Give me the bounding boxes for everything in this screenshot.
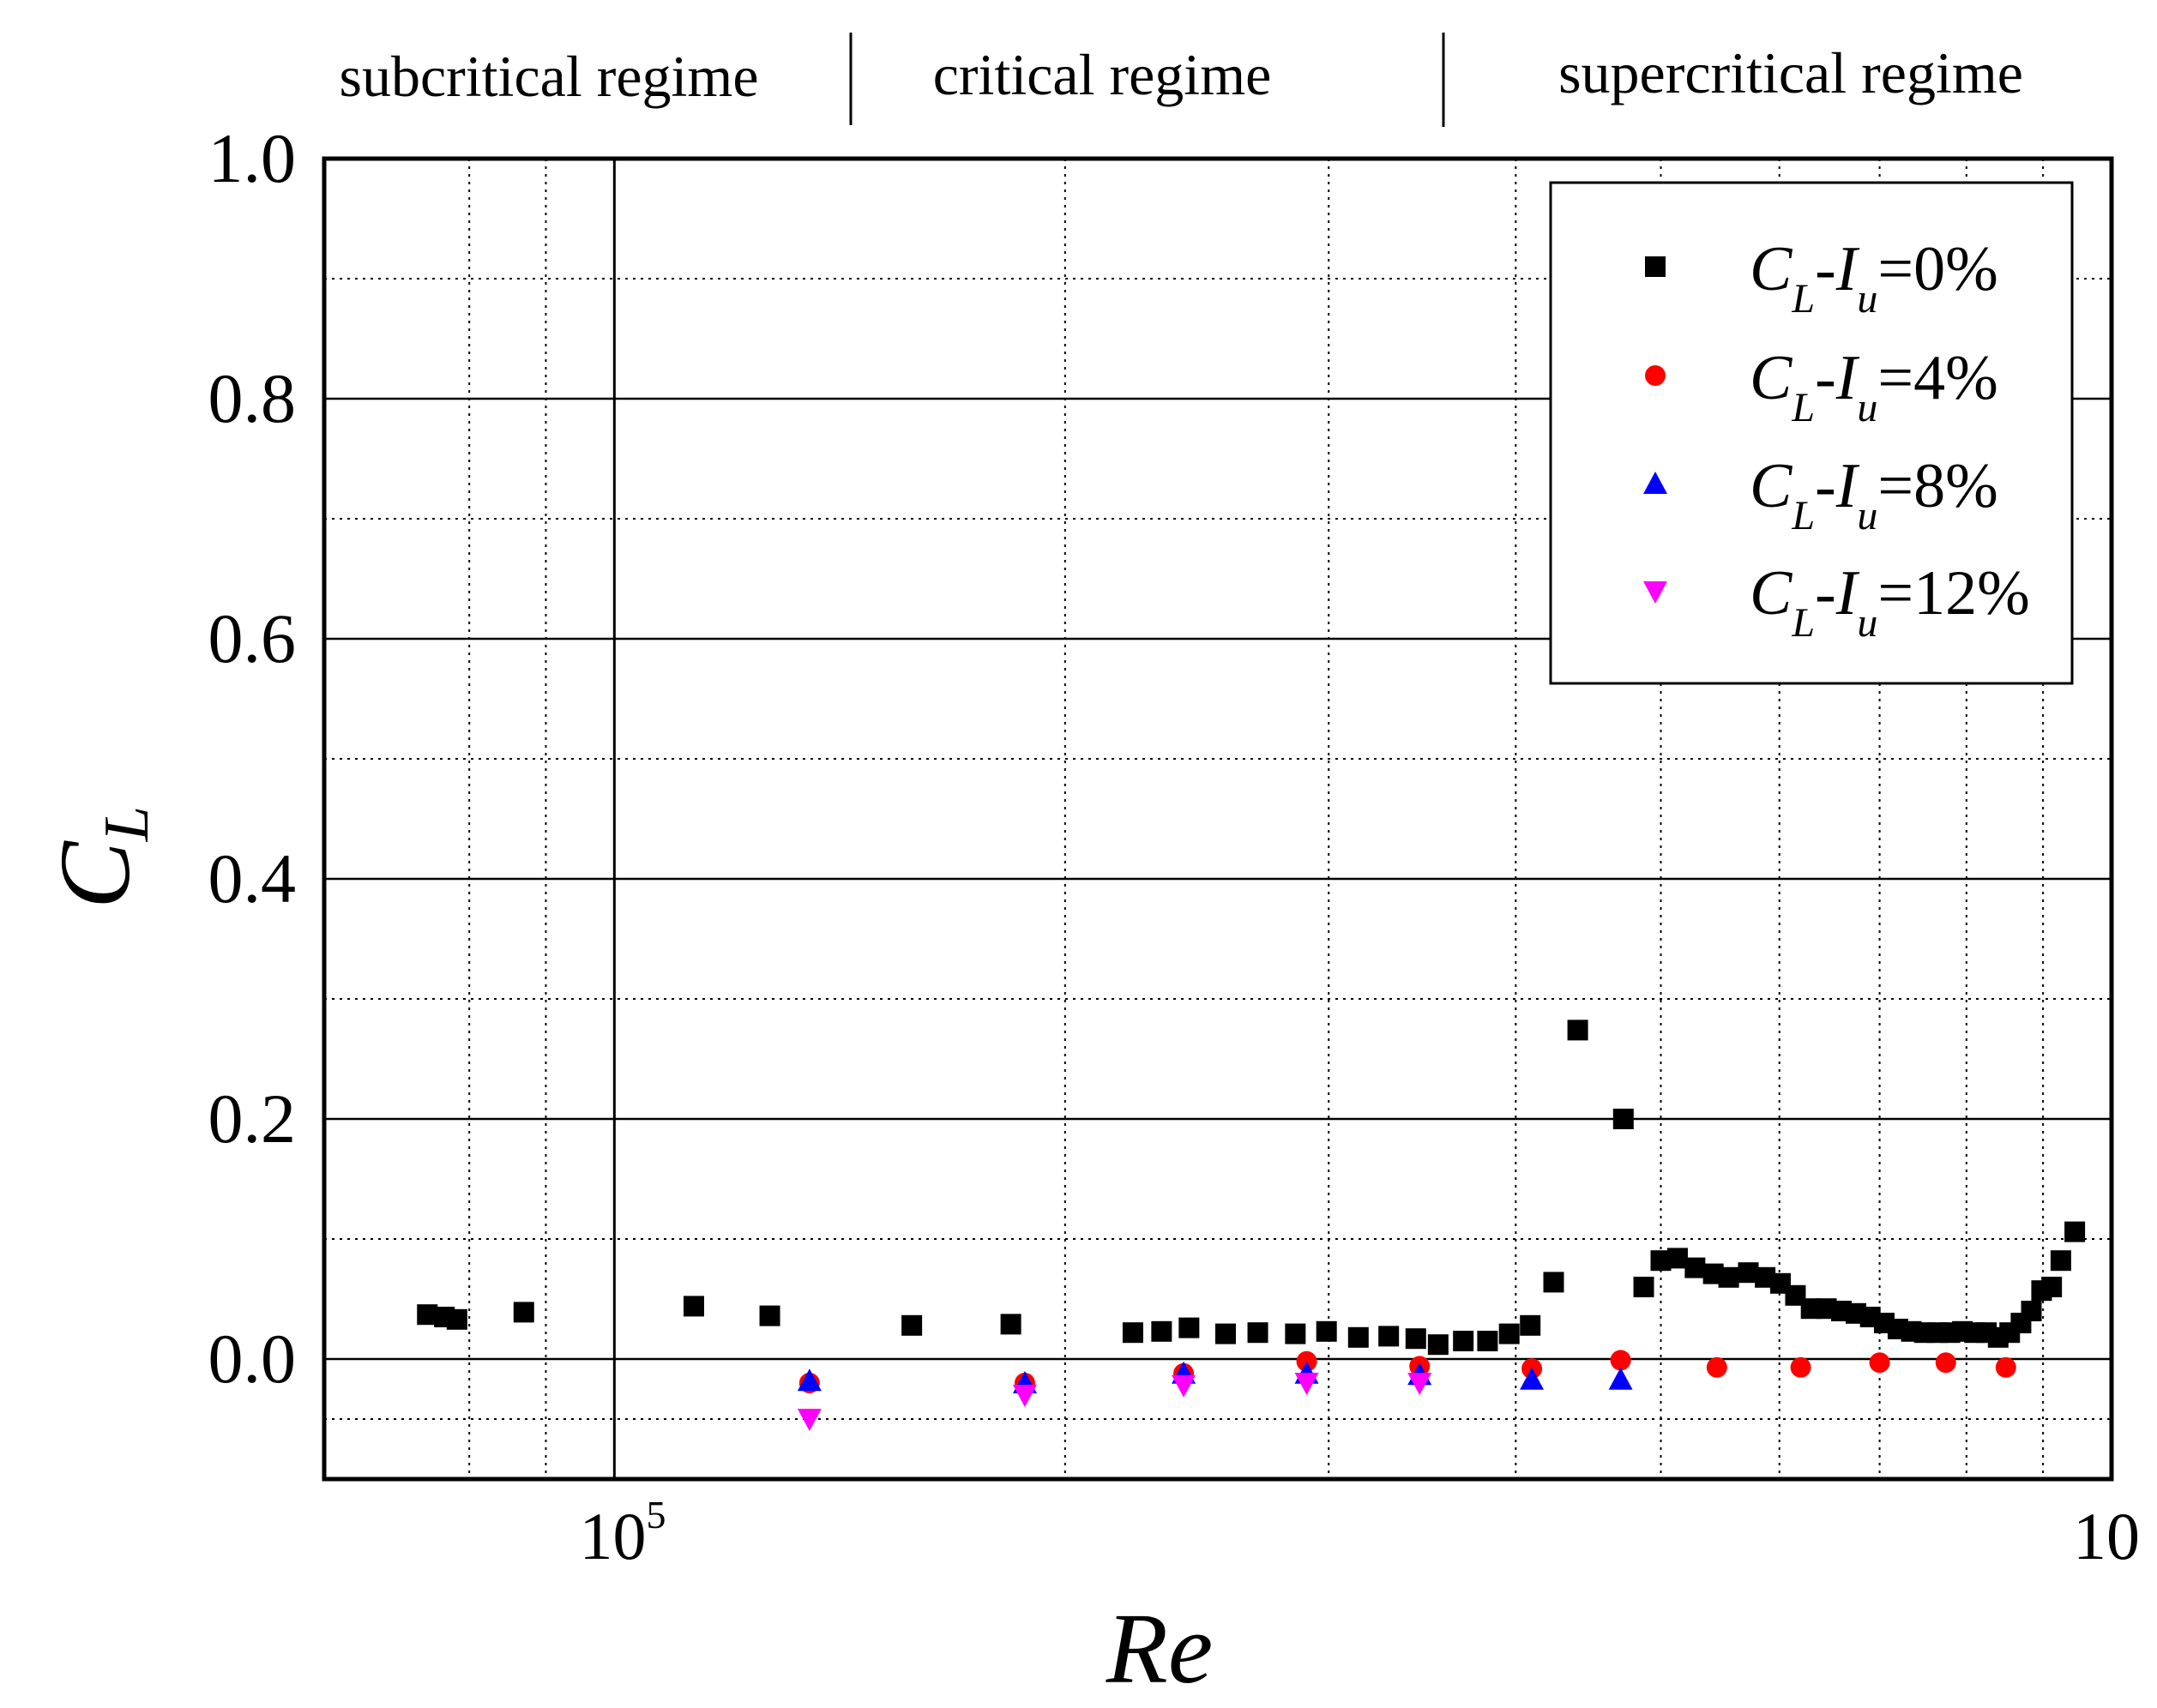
series-iu-0 bbox=[417, 432, 2086, 1356]
legend-marker-series-iu-12 bbox=[1643, 581, 1667, 604]
series-iu-0-point bbox=[2041, 1277, 2063, 1297]
legend-markers bbox=[1643, 256, 1667, 604]
series-iu-0-point bbox=[759, 1305, 780, 1326]
series-iu-12-point bbox=[1012, 1385, 1037, 1407]
series-iu-0-point bbox=[1567, 1019, 1588, 1041]
series-iu-0-point bbox=[446, 1308, 467, 1330]
series-iu-0-point bbox=[1684, 1257, 1706, 1278]
y-axis-label-main: C bbox=[39, 840, 151, 909]
x-tick-exponent: 5 bbox=[647, 1493, 666, 1537]
series-iu-0-point bbox=[1633, 1277, 1654, 1297]
series-iu-4-point bbox=[1790, 1356, 1811, 1378]
series-iu-0-point bbox=[1520, 1314, 1541, 1336]
series-iu-0-point bbox=[2050, 1250, 2071, 1272]
series-iu-0-point bbox=[2064, 1221, 2086, 1242]
series-iu-4-point bbox=[1706, 1356, 1727, 1378]
series-iu-12-point bbox=[1294, 1373, 1319, 1395]
y-axis-label: CL bbox=[39, 806, 162, 909]
legend-entry-1: CL-Iu=4% bbox=[1750, 343, 1998, 430]
series-iu-0-point bbox=[1347, 1326, 1369, 1348]
y-tick-label: 0.4 bbox=[208, 839, 297, 917]
x-axis-label: Re bbox=[1106, 1592, 1213, 1705]
plot-border bbox=[322, 156, 2114, 1482]
series-iu-0-point bbox=[1405, 1328, 1426, 1350]
y-tick-label: 0.8 bbox=[208, 359, 297, 437]
series-iu-0-point bbox=[1612, 1109, 1634, 1129]
series-iu-0-point bbox=[1247, 1322, 1268, 1344]
x-tick-label-right: 10 bbox=[2073, 1499, 2140, 1573]
legend-marker-series-iu-8 bbox=[1643, 472, 1667, 494]
y-tick-labels: 1.0 0.8 0.6 0.4 0.2 0.0 bbox=[208, 119, 297, 1398]
y-axis-label-sub: L bbox=[92, 806, 162, 842]
series-iu-8-point bbox=[797, 1368, 822, 1392]
series-iu-0-point bbox=[901, 1314, 923, 1336]
legend-entry-2: CL-Iu=8% bbox=[1750, 451, 1998, 538]
legend-marker-series-iu-4 bbox=[1645, 365, 1666, 386]
y-tick-label: 1.0 bbox=[208, 119, 297, 197]
series-iu-12-point bbox=[1407, 1373, 1432, 1395]
series-iu-4-point bbox=[1995, 1356, 2016, 1378]
legend-marker-series-iu-0 bbox=[1645, 256, 1666, 277]
series-iu-0-point bbox=[1738, 1262, 1759, 1284]
y-tick-label: 0.2 bbox=[208, 1080, 297, 1158]
x-tick-label-1e5: 105 bbox=[580, 1493, 666, 1573]
series-iu-0-point bbox=[2021, 1301, 2042, 1321]
series-iu-0-point bbox=[1498, 1323, 1520, 1344]
series-iu-0-point bbox=[1477, 1331, 1498, 1351]
legend-entry-0: CL-Iu=0% bbox=[1750, 234, 1998, 322]
series-iu-0-point bbox=[1151, 1320, 1172, 1342]
series-iu-0-point bbox=[684, 1296, 704, 1317]
subcritical-regime-label: subcritical regime bbox=[339, 44, 758, 109]
series-iu-4-point bbox=[1610, 1350, 1631, 1371]
series-iu-12 bbox=[797, 1373, 1432, 1431]
series-iu-12-point bbox=[797, 1409, 822, 1431]
series-iu-0-point bbox=[1666, 1248, 1688, 1269]
series-iu-0-point bbox=[1285, 1323, 1306, 1344]
series-iu-12-point bbox=[1172, 1374, 1196, 1398]
series-iu-0-point bbox=[1453, 1331, 1474, 1351]
legend: CL-Iu=0% CL-Iu=4% CL-Iu=8% CL-Iu=12% bbox=[1549, 181, 2074, 685]
series-iu-8-point bbox=[1608, 1367, 1633, 1390]
series-iu-0-point bbox=[1214, 1323, 1236, 1344]
series-iu-0-point bbox=[513, 1302, 534, 1323]
legend-entry-3: CL-Iu=12% bbox=[1750, 558, 2030, 646]
legend-box bbox=[1549, 181, 2074, 685]
series-iu-0-point bbox=[1000, 1314, 1021, 1335]
series-iu-0-point bbox=[1378, 1326, 1400, 1347]
series-iu-0-point bbox=[1122, 1322, 1143, 1344]
svg-text:CL: CL bbox=[39, 806, 162, 909]
series-iu-0-point bbox=[1427, 1334, 1449, 1356]
critical-regime-label: critical regime bbox=[933, 42, 1272, 107]
y-tick-label: 0.6 bbox=[208, 599, 297, 677]
supercritical-regime-label: supercritical regime bbox=[1558, 40, 2023, 105]
series-iu-0-point bbox=[1718, 1266, 1739, 1288]
y-tick-label: 0.0 bbox=[208, 1320, 297, 1398]
series-iu-0-point bbox=[1178, 1317, 1200, 1338]
series-iu-0-point bbox=[1316, 1320, 1337, 1342]
series-iu-4-point bbox=[1935, 1352, 1956, 1374]
data-points bbox=[417, 432, 2086, 1431]
series-iu-8-point bbox=[1520, 1367, 1545, 1390]
series-iu-0-point bbox=[1543, 1272, 1564, 1293]
x-tick-base: 10 bbox=[580, 1499, 647, 1573]
series-iu-4-point bbox=[1869, 1352, 1890, 1374]
